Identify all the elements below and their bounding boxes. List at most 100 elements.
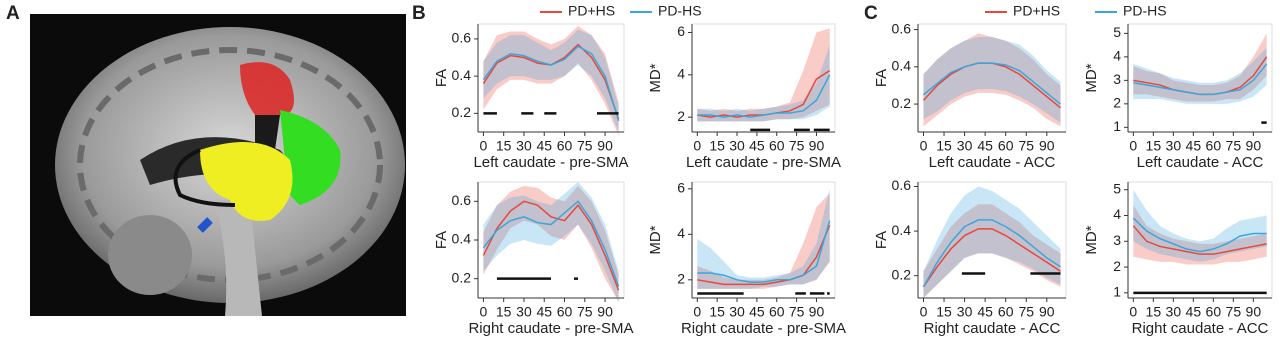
x-tick-label: 15 (936, 138, 952, 154)
confidence-band (483, 25, 619, 136)
mean-line (1132, 225, 1267, 255)
y-tick-label: 0.4 (452, 67, 472, 83)
x-tick-label: 45 (749, 138, 765, 154)
x-tick-label: 45 (1186, 304, 1202, 320)
x-tick-label: 60 (557, 138, 573, 154)
x-tick-label: 60 (1206, 304, 1222, 320)
x-tick-label: 15 (709, 138, 725, 154)
mean-line (1133, 63, 1268, 96)
x-axis-title: Left caudate - pre-SMA (473, 154, 628, 171)
y-tick-label: 0.6 (452, 30, 472, 46)
confidence-band (1133, 47, 1267, 104)
mean-line (697, 224, 831, 286)
confidence-band (923, 37, 1061, 123)
mean-line (697, 74, 831, 118)
x-tick-label: 30 (1166, 138, 1182, 154)
x-tick-label: 90 (1039, 138, 1055, 154)
y-tick-label: 0.2 (892, 95, 912, 111)
y-axis-title: MD* (1083, 225, 1100, 254)
y-tick-label: 0.4 (892, 58, 912, 74)
x-tick-label: 90 (597, 304, 613, 320)
confidence-band (697, 193, 830, 289)
x-tick-label: 30 (957, 138, 973, 154)
y-axis-title: MD* (647, 63, 664, 92)
y-tick-label: 0.2 (452, 104, 472, 120)
mean-line (482, 45, 620, 122)
y-tick-label: 0.6 (892, 20, 912, 36)
panel-label: C (864, 3, 878, 24)
y-tick-label: 5 (1113, 24, 1121, 40)
y-tick-label: 0.6 (892, 177, 912, 193)
confidence-band (1133, 189, 1267, 262)
confidence-band (1133, 33, 1267, 102)
x-tick-label: 60 (769, 138, 785, 154)
x-tick-label: 75 (1226, 138, 1242, 154)
y-tick-label: 2 (677, 108, 685, 124)
x-tick-label: 45 (977, 138, 993, 154)
y-tick-label: 2 (1113, 258, 1121, 274)
x-tick-label: 15 (1146, 138, 1162, 154)
y-axis-title: MD* (1083, 63, 1100, 92)
y-tick-label: 4 (1113, 48, 1121, 64)
x-tick-label: 45 (749, 304, 765, 320)
x-tick-label: 30 (729, 138, 745, 154)
x-axis-title: Right caudate - ACC (924, 320, 1061, 337)
mean-line (922, 228, 1061, 288)
confidence-band (923, 186, 1061, 298)
x-tick-label: 30 (516, 304, 532, 320)
mean-line (482, 200, 620, 291)
mean-line (697, 220, 831, 283)
x-tick-label: 90 (809, 304, 825, 320)
x-tick-label: 75 (577, 138, 593, 154)
x-tick-label: 15 (709, 304, 725, 320)
y-tick-label: 0.4 (452, 231, 472, 247)
x-tick-label: 90 (809, 138, 825, 154)
x-tick-label: 45 (1186, 138, 1202, 154)
legend-label: PD-HS (658, 3, 702, 19)
y-tick-label: 6 (677, 180, 685, 196)
x-axis-title: Right caudate - pre-SMA (468, 320, 633, 337)
y-axis-title: FA (873, 231, 890, 249)
x-tick-label: 0 (1129, 304, 1137, 320)
legend-label: PD-HS (1123, 3, 1167, 19)
y-tick-label: 6 (677, 23, 685, 39)
y-tick-label: 0.2 (452, 269, 472, 285)
x-axis-title: Left caudate - ACC (1137, 154, 1264, 171)
x-tick-label: 0 (480, 138, 488, 154)
mean-line (922, 219, 1061, 288)
y-tick-label: 2 (1113, 95, 1121, 111)
y-tick-label: 3 (1113, 71, 1121, 87)
x-tick-label: 75 (577, 304, 593, 320)
confidence-band (923, 204, 1061, 298)
mean-line (923, 62, 1061, 105)
x-tick-label: 0 (480, 304, 488, 320)
y-tick-label: 0.2 (892, 266, 912, 282)
legend: PD+HS PD-HS PD+HS PD-HS (540, 3, 1167, 19)
confidence-band (697, 28, 830, 122)
x-axis-title: Left caudate - ACC (929, 154, 1056, 171)
mean-line (482, 200, 620, 287)
x-tick-label: 15 (496, 138, 512, 154)
legend-label: PD+HS (1013, 3, 1060, 19)
x-tick-label: 0 (1129, 138, 1137, 154)
x-tick-label: 90 (597, 138, 613, 154)
x-tick-label: 0 (920, 304, 928, 320)
y-axis-title: FA (433, 231, 450, 249)
x-tick-label: 30 (516, 138, 532, 154)
confidence-band (697, 188, 830, 289)
x-tick-label: 75 (1018, 304, 1034, 320)
x-tick-label: 45 (977, 304, 993, 320)
x-tick-label: 45 (536, 304, 552, 320)
confidence-band (697, 45, 830, 122)
x-tick-label: 30 (729, 304, 745, 320)
x-tick-label: 60 (769, 304, 785, 320)
y-tick-label: 1 (1113, 284, 1121, 300)
x-tick-label: 30 (957, 304, 973, 320)
mean-line (1132, 217, 1267, 253)
x-tick-label: 15 (936, 304, 952, 320)
y-tick-label: 1 (1113, 118, 1121, 134)
x-tick-label: 0 (920, 138, 928, 154)
x-tick-label: 90 (1246, 138, 1262, 154)
y-tick-label: 4 (677, 66, 685, 82)
